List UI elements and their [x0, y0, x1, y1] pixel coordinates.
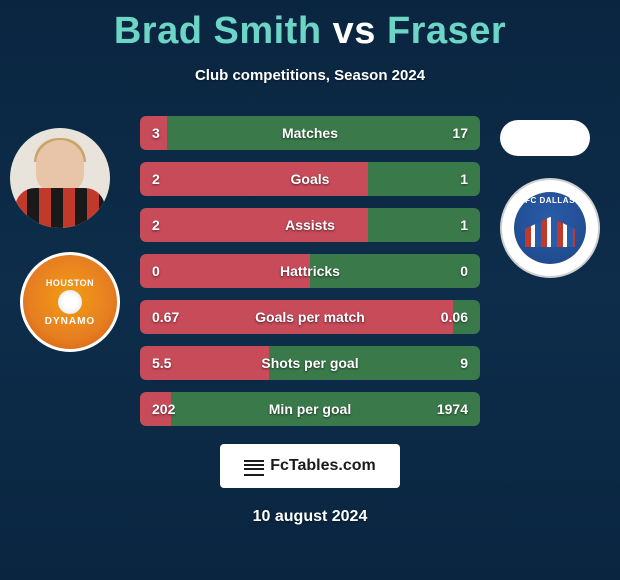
avatar-head	[36, 140, 84, 194]
player1-avatar	[10, 128, 110, 228]
stat-label: Assists	[140, 217, 480, 233]
stat-label: Matches	[140, 125, 480, 141]
stat-row: 202Min per goal1974	[140, 392, 480, 426]
brand-text: FcTables.com	[270, 457, 376, 475]
stat-value-right: 9	[460, 355, 468, 371]
stat-label: Shots per goal	[140, 355, 480, 371]
stat-row: 3Matches17	[140, 116, 480, 150]
date-label: 10 august 2024	[0, 508, 620, 526]
subtitle: Club competitions, Season 2024	[0, 67, 620, 84]
player2-name: Fraser	[387, 10, 506, 52]
stat-label: Hattricks	[140, 263, 480, 279]
stat-row: 2Assists1	[140, 208, 480, 242]
player1-name: Brad Smith	[114, 10, 322, 52]
brand-logo[interactable]: FcTables.com	[220, 444, 400, 488]
club2-text: FC DALLAS	[525, 196, 575, 205]
stat-value-right: 0.06	[441, 309, 468, 325]
chart-bars-icon	[244, 458, 264, 474]
stat-value-right: 0	[460, 263, 468, 279]
soccer-ball-icon	[58, 290, 82, 314]
stat-value-right: 1	[460, 217, 468, 233]
stat-row: 2Goals1	[140, 162, 480, 196]
stat-row: 0Hattricks0	[140, 254, 480, 288]
vs-separator: vs	[333, 10, 376, 52]
stat-value-right: 1	[460, 171, 468, 187]
stats-table: 3Matches17 2Goals1 2Assists1 0Hattricks0 0.6…	[140, 116, 480, 426]
avatar-jersey	[15, 188, 105, 228]
stat-label: Goals per match	[140, 309, 480, 325]
stat-row: 0.67Goals per match0.06	[140, 300, 480, 334]
club1-text-bottom: DYNAMO	[45, 316, 95, 327]
player2-club-badge: FC DALLAS	[500, 178, 600, 278]
comparison-title: Brad Smith vs Fraser	[0, 0, 620, 53]
stat-label: Goals	[140, 171, 480, 187]
stat-label: Min per goal	[140, 401, 480, 417]
club1-text-top: HOUSTON	[46, 278, 94, 288]
stat-value-right: 1974	[437, 401, 468, 417]
stat-row: 5.5Shots per goal9	[140, 346, 480, 380]
player1-club-badge: HOUSTON DYNAMO	[20, 252, 120, 352]
player2-avatar-placeholder	[500, 120, 590, 156]
stat-value-right: 17	[452, 125, 468, 141]
club2-stripes-icon	[525, 217, 575, 247]
club2-inner: FC DALLAS	[514, 192, 586, 264]
